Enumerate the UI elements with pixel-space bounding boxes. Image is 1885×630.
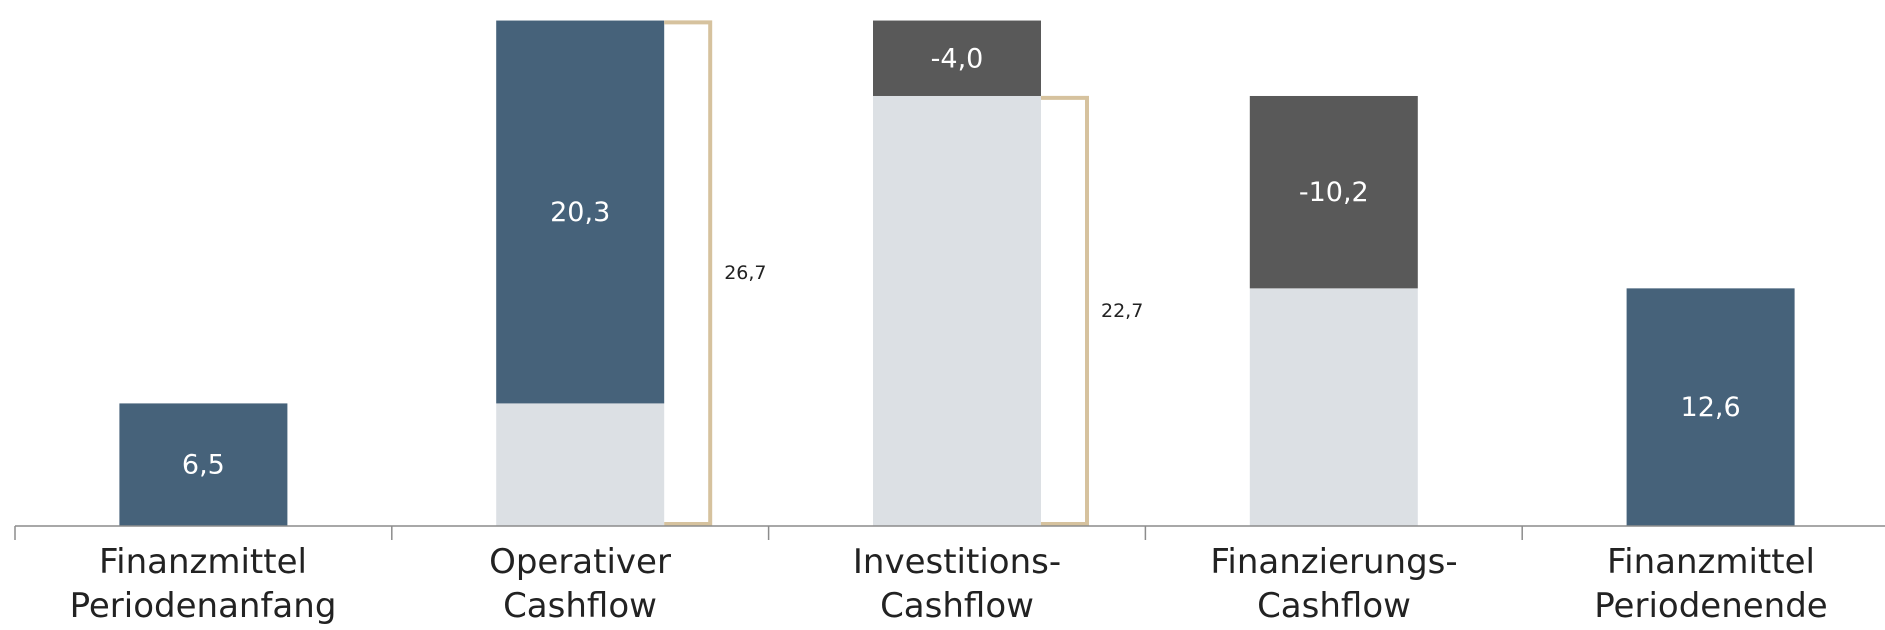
base-bar-investitions-cashflow	[873, 95, 1041, 526]
value-bar-operativer-cashflow	[496, 20, 665, 404]
base-bar-finanzierungs-cashflow	[1249, 288, 1418, 526]
value-bar-finanzmittel-periodenende	[1626, 288, 1795, 526]
bracket-label-1: 26,7	[724, 262, 766, 284]
data-label-finanzmittel-periodenende: 12,6	[1681, 392, 1741, 423]
bracket-1	[664, 20, 713, 526]
bracket-2	[1041, 95, 1089, 526]
category-label-finanzmittel-periodenanfang: Finanzmittel Periodenanfang	[69, 542, 337, 626]
bracket-label-2: 22,7	[1101, 300, 1143, 322]
bars-layer: 6,5 20,3 -4,0 -10,2 12,6	[119, 20, 1795, 526]
data-label-operativer-cashflow: 20,3	[550, 197, 610, 228]
brackets-layer: 26,7 22,7	[664, 20, 1143, 526]
value-bar-investitions-cashflow	[873, 20, 1041, 96]
data-label-finanzmittel-periodenanfang: 6,5	[182, 450, 225, 481]
data-label-investitions-cashflow: -4,0	[931, 43, 984, 74]
value-bar-finanzmittel-periodenanfang	[119, 403, 288, 526]
category-label-finanzmittel-periodenende: Finanzmittel Periodenende	[1594, 542, 1828, 626]
category-label-finanzierungs-cashflow: Finanzierungs- Cashflow	[1210, 542, 1458, 626]
data-label-finanzierungs-cashflow: -10,2	[1299, 177, 1369, 208]
category-label-investitions-cashflow: Investitions- Cashflow	[852, 542, 1062, 626]
category-label-operativer-cashflow: Operativer Cashflow	[489, 542, 671, 626]
base-bar-operativer-cashflow	[496, 403, 665, 526]
x-axis	[14, 525, 1885, 540]
value-bar-finanzierungs-cashflow	[1249, 95, 1418, 289]
